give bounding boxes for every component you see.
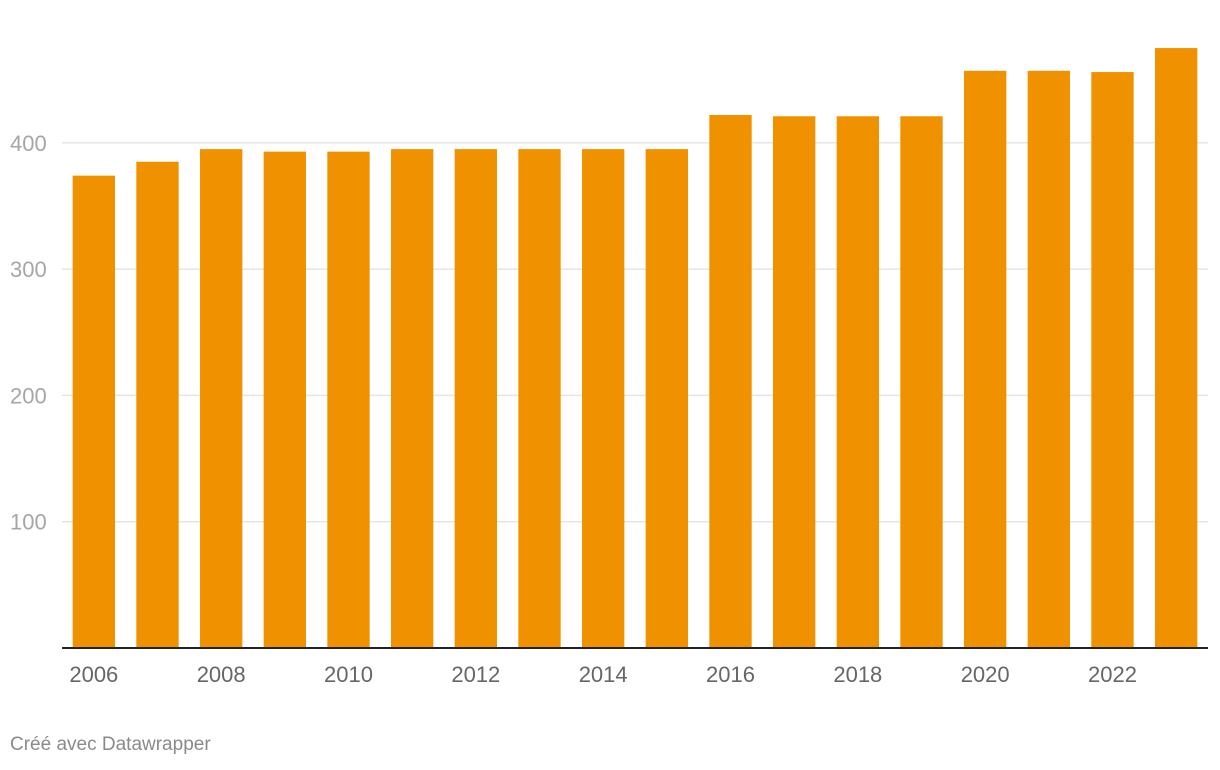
bar-2021 xyxy=(1027,70,1071,648)
bar-2012 xyxy=(454,149,498,649)
bar-2018 xyxy=(836,116,880,649)
bar-2006 xyxy=(72,175,116,648)
bar-2016 xyxy=(709,115,752,649)
bar-2008 xyxy=(199,149,243,649)
bar-2010 xyxy=(327,151,370,649)
grid-lines: 100 200 300 400 xyxy=(10,131,1208,535)
bar-2015 xyxy=(645,149,689,649)
bar-chart: 100 200 300 400 2006 2008 2010 2012 2014 2016 201… xyxy=(10,48,1208,687)
x-tick-label: 2016 xyxy=(706,662,755,687)
x-tick-label: 2010 xyxy=(324,662,373,687)
x-tick-label: 2014 xyxy=(579,662,628,687)
bar-2017 xyxy=(772,116,816,649)
bars xyxy=(72,48,1198,649)
x-tick-labels: 2006 2008 2010 2012 2014 2016 2018 2020 2022 xyxy=(69,662,1137,687)
y-tick-label: 200 xyxy=(10,383,47,408)
x-tick-label: 2012 xyxy=(451,662,500,687)
y-tick-label: 300 xyxy=(10,257,47,282)
x-tick-label: 2006 xyxy=(69,662,118,687)
bar-2011 xyxy=(390,149,434,649)
x-tick-label: 2020 xyxy=(961,662,1010,687)
bar-2019 xyxy=(900,116,943,649)
bar-2020 xyxy=(963,70,1007,648)
bar-2009 xyxy=(263,151,307,649)
bar-2023 xyxy=(1154,48,1198,648)
bar-2007 xyxy=(136,161,179,648)
credit-text: Créé avec Datawrapper xyxy=(10,734,211,755)
x-tick-label: 2018 xyxy=(833,662,882,687)
x-tick-label: 2008 xyxy=(197,662,246,687)
bar-2013 xyxy=(518,149,561,649)
x-tick-label: 2022 xyxy=(1088,662,1137,687)
y-tick-label: 400 xyxy=(10,131,47,156)
bar-2014 xyxy=(581,149,625,649)
y-tick-label: 100 xyxy=(10,510,47,535)
bar-2022 xyxy=(1091,72,1134,648)
